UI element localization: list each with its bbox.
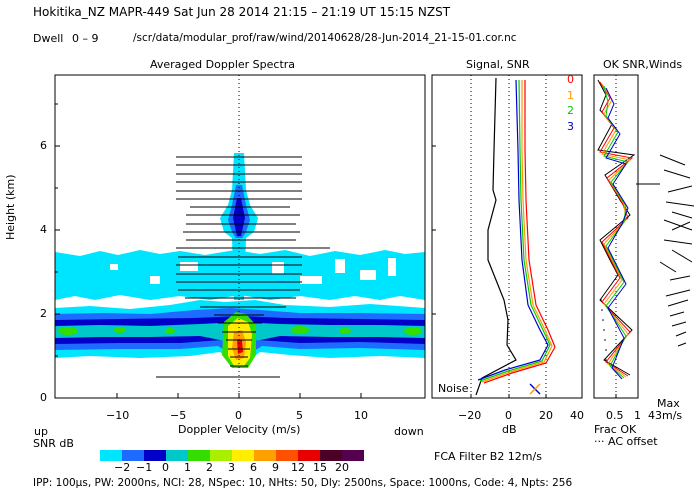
colorbar-tick: 12 — [291, 461, 305, 474]
colorbar-tick: 2 — [206, 461, 213, 474]
colorbar-tick: 3 — [228, 461, 235, 474]
colorbar-cell — [122, 450, 144, 461]
snr-peak-red — [237, 340, 243, 354]
max-label: Max — [657, 397, 680, 410]
frac-tick-one: 1 — [634, 409, 641, 422]
legend-beam-1: 1 — [567, 89, 574, 102]
y-tick-4: 4 — [40, 223, 47, 236]
dwell-label: Dwell — [33, 32, 64, 45]
y-tick-6: 6 — [40, 139, 47, 152]
noise-markers — [529, 383, 541, 395]
signal-panel — [431, 74, 583, 399]
plot-title: Hokitika_NZ MAPR-449 Sat Jun 28 2014 21:… — [33, 5, 451, 19]
signal-tick-40: 40 — [570, 409, 584, 422]
winds-panel — [593, 74, 695, 399]
ac-offset-label: ··· AC offset — [594, 435, 658, 448]
snr-layer-green-patches — [58, 326, 422, 335]
wind-vectors — [636, 154, 695, 347]
signal-tick-0: 0 — [505, 409, 512, 422]
velocity-axis-label: Doppler Velocity (m/s) — [178, 423, 301, 436]
x-tick-5: 5 — [296, 409, 303, 422]
x-tick-0: 0 — [235, 409, 242, 422]
frac-ok-label: Frac OK — [594, 423, 637, 436]
colorbar-cell — [210, 450, 232, 461]
x-tick-minus10: −10 — [106, 409, 130, 422]
colorbar-cell — [342, 450, 364, 461]
spectra-ticks — [55, 103, 362, 399]
colorbar-tick: 20 — [335, 461, 349, 474]
file-path: /scr/data/modular_prof/raw/wind/20140628… — [133, 32, 517, 44]
signal-power-curve — [475, 77, 517, 396]
noise-label: Noise — [438, 382, 469, 395]
colorbar-tick: 1 — [184, 461, 191, 474]
signal-ticks — [432, 145, 547, 398]
colorbar-cell — [144, 450, 166, 461]
legend-beam-2: 2 — [567, 104, 574, 117]
up-label: up — [34, 425, 48, 438]
ac-offset-dots — [600, 299, 607, 361]
spectra-panel — [54, 74, 426, 399]
colorbar-cell — [100, 450, 122, 461]
snr-curve-beam-0 — [483, 80, 556, 384]
frac-tick-half: 0.5 — [606, 409, 624, 422]
snr-curve-beam-2 — [479, 79, 551, 382]
down-label: down — [394, 425, 424, 438]
winds-panel-title: OK SNR,Winds — [603, 58, 683, 71]
winds-ticks — [615, 394, 639, 398]
acquisition-params: IPP: 100μs, PW: 2000ns, NCI: 28, NSpec: … — [33, 477, 573, 489]
colorbar-cell — [254, 450, 276, 461]
colorbar-cell — [188, 450, 210, 461]
y-tick-2: 2 — [40, 307, 47, 320]
colorbar-cell — [166, 450, 188, 461]
snr-curve-beam-1 — [481, 80, 553, 383]
colorbar-tick: −1 — [136, 461, 153, 474]
dwell-range: 0 – 9 — [72, 32, 99, 45]
colorbar-cell — [320, 450, 342, 461]
colorbar-cell — [298, 450, 320, 461]
ok-snr-beam-3 — [605, 87, 629, 380]
colorbar-tick: −2 — [114, 461, 131, 474]
colorbar-cell — [276, 450, 298, 461]
signal-frame — [431, 74, 583, 399]
colorbar-cell — [232, 450, 254, 461]
filter-label: FCA Filter B2 12m/s — [434, 450, 542, 463]
max-value: 43m/s — [648, 409, 683, 422]
colorbar-tick: 0 — [162, 461, 169, 474]
spectra-panel-title: Averaged Doppler Spectra — [150, 58, 296, 71]
colorbar-tick: 9 — [272, 461, 279, 474]
height-axis-label: Height (km) — [4, 174, 17, 240]
signal-tick-20: 20 — [539, 409, 553, 422]
legend-beam-3: 3 — [567, 120, 574, 133]
x-tick-10: 10 — [354, 409, 368, 422]
colorbar-label: SNR dB — [33, 437, 74, 450]
signal-tick-minus20: −20 — [458, 409, 482, 422]
signal-axis-label: dB — [502, 423, 517, 436]
legend-beam-0: 0 — [567, 73, 574, 86]
signal-panel-title: Signal, SNR — [466, 58, 530, 71]
colorbar-tick: 15 — [313, 461, 327, 474]
y-tick-0: 0 — [40, 391, 47, 404]
colorbar-tick: 6 — [250, 461, 257, 474]
spectra-frame — [54, 74, 426, 399]
spectral-width-bars — [156, 156, 330, 378]
snr-curve-beam-3 — [477, 79, 549, 381]
x-tick-minus5: −5 — [170, 409, 187, 422]
